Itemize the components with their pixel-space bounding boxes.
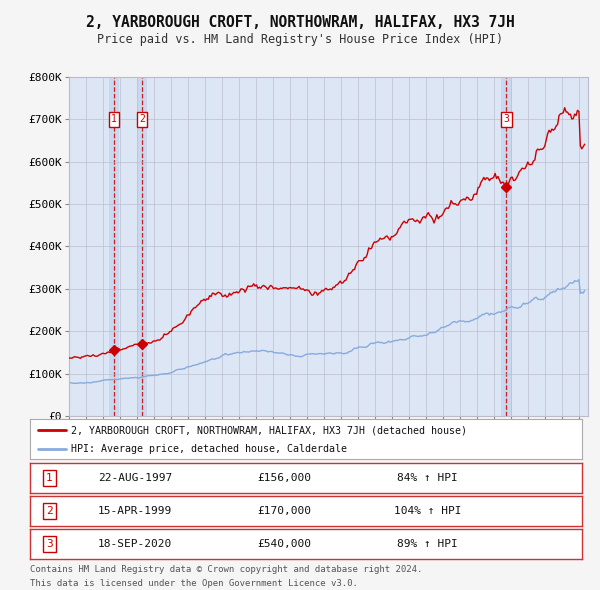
Text: £540,000: £540,000 xyxy=(257,539,311,549)
Text: 84% ↑ HPI: 84% ↑ HPI xyxy=(397,473,458,483)
Text: £170,000: £170,000 xyxy=(257,506,311,516)
Text: 104% ↑ HPI: 104% ↑ HPI xyxy=(394,506,461,516)
Text: 3: 3 xyxy=(46,539,53,549)
Text: Price paid vs. HM Land Registry's House Price Index (HPI): Price paid vs. HM Land Registry's House … xyxy=(97,33,503,46)
Text: 2, YARBOROUGH CROFT, NORTHOWRAM, HALIFAX, HX3 7JH: 2, YARBOROUGH CROFT, NORTHOWRAM, HALIFAX… xyxy=(86,15,514,30)
Text: Contains HM Land Registry data © Crown copyright and database right 2024.: Contains HM Land Registry data © Crown c… xyxy=(30,565,422,573)
Text: 1: 1 xyxy=(46,473,53,483)
Text: 3: 3 xyxy=(503,114,509,124)
Text: 1: 1 xyxy=(111,114,117,124)
Bar xyxy=(502,77,512,416)
Text: This data is licensed under the Open Government Licence v3.0.: This data is licensed under the Open Gov… xyxy=(30,579,358,588)
Text: 89% ↑ HPI: 89% ↑ HPI xyxy=(397,539,458,549)
Text: 2: 2 xyxy=(139,114,145,124)
Bar xyxy=(109,77,119,416)
Text: 2: 2 xyxy=(46,506,53,516)
Text: HPI: Average price, detached house, Calderdale: HPI: Average price, detached house, Cald… xyxy=(71,444,347,454)
Text: 15-APR-1999: 15-APR-1999 xyxy=(98,506,172,516)
Text: 22-AUG-1997: 22-AUG-1997 xyxy=(98,473,172,483)
Bar xyxy=(137,77,147,416)
Text: 18-SEP-2020: 18-SEP-2020 xyxy=(98,539,172,549)
Text: 2, YARBOROUGH CROFT, NORTHOWRAM, HALIFAX, HX3 7JH (detached house): 2, YARBOROUGH CROFT, NORTHOWRAM, HALIFAX… xyxy=(71,425,467,435)
Text: £156,000: £156,000 xyxy=(257,473,311,483)
